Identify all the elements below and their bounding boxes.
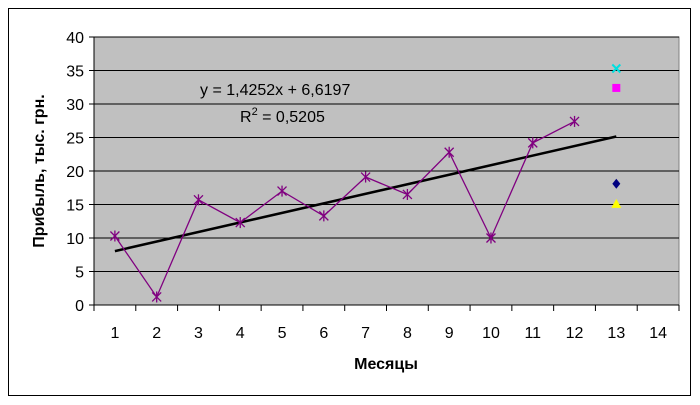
- y-tick-label-35: 35: [66, 64, 84, 81]
- data-point-11: [527, 137, 538, 149]
- r2-value: = 0,5205: [258, 109, 325, 126]
- x-tick-label-9: 9: [445, 325, 454, 342]
- y-tick-label-15: 15: [66, 198, 84, 215]
- y-axis-ticks: 0 5 10 15 20 25 30 35 40: [66, 30, 94, 315]
- x-tick-label-3: 3: [194, 325, 203, 342]
- trendline: [114, 135, 617, 253]
- data-point-3: [193, 194, 204, 206]
- x-tick-label-14: 14: [649, 325, 667, 342]
- trendline-line: [114, 135, 617, 253]
- forecast-point-triangle: [611, 198, 622, 208]
- y-tick-label-20: 20: [66, 164, 84, 181]
- forecast-point-diamond: [612, 178, 621, 189]
- x-tick-label-1: 1: [110, 325, 119, 342]
- data-point-8: [402, 188, 413, 200]
- r2-superscript: 2: [252, 106, 258, 118]
- marker-stroke: [611, 63, 622, 74]
- y-tick-label-30: 30: [66, 97, 84, 114]
- series-line: [114, 120, 575, 299]
- forecast-point-square: [612, 83, 621, 92]
- data-point-2: [151, 291, 162, 303]
- x-axis-ticks: 1 2 3 4 5 6 7 8 9 10 11 12 13 14: [93, 305, 680, 342]
- x-axis-label: Месяцы: [354, 356, 418, 373]
- y-tick-label-10: 10: [66, 231, 84, 248]
- data-point-1: [109, 230, 120, 242]
- series-profit: [109, 115, 580, 303]
- data-point-10: [486, 232, 496, 244]
- forecast-point-x: [611, 63, 622, 74]
- y-tick-label-5: 5: [75, 265, 84, 282]
- trendline-r2: R2 = 0,5205: [240, 106, 325, 126]
- x-tick-label-13: 13: [607, 325, 625, 342]
- data-point-9: [444, 146, 455, 158]
- x-tick-label-10: 10: [482, 325, 500, 342]
- x-tick-label-5: 5: [278, 325, 287, 342]
- data-point-7: [360, 171, 371, 183]
- x-tick-label-2: 2: [152, 325, 161, 342]
- y-tick-label-0: 0: [75, 298, 84, 315]
- data-point-5: [277, 185, 287, 197]
- y-axis-label: Прибыль, тыс. грн.: [31, 94, 48, 247]
- y-tick-label-25: 25: [66, 131, 84, 148]
- gridlines: [94, 36, 679, 272]
- data-point-12: [569, 115, 580, 127]
- y-tick-label-40: 40: [66, 30, 84, 47]
- data-point-6: [318, 210, 329, 222]
- x-tick-label-11: 11: [524, 325, 541, 342]
- r2-prefix: R: [240, 109, 252, 126]
- x-tick-label-7: 7: [361, 325, 370, 342]
- trendline-equation: y = 1,4252x + 6,6197: [200, 82, 350, 99]
- x-tick-label-6: 6: [319, 325, 328, 342]
- x-tick-label-12: 12: [566, 325, 584, 342]
- x-tick-label-4: 4: [236, 325, 245, 342]
- x-tick-label-8: 8: [403, 325, 412, 342]
- data-point-4: [235, 217, 246, 229]
- forecast-points: [611, 63, 622, 208]
